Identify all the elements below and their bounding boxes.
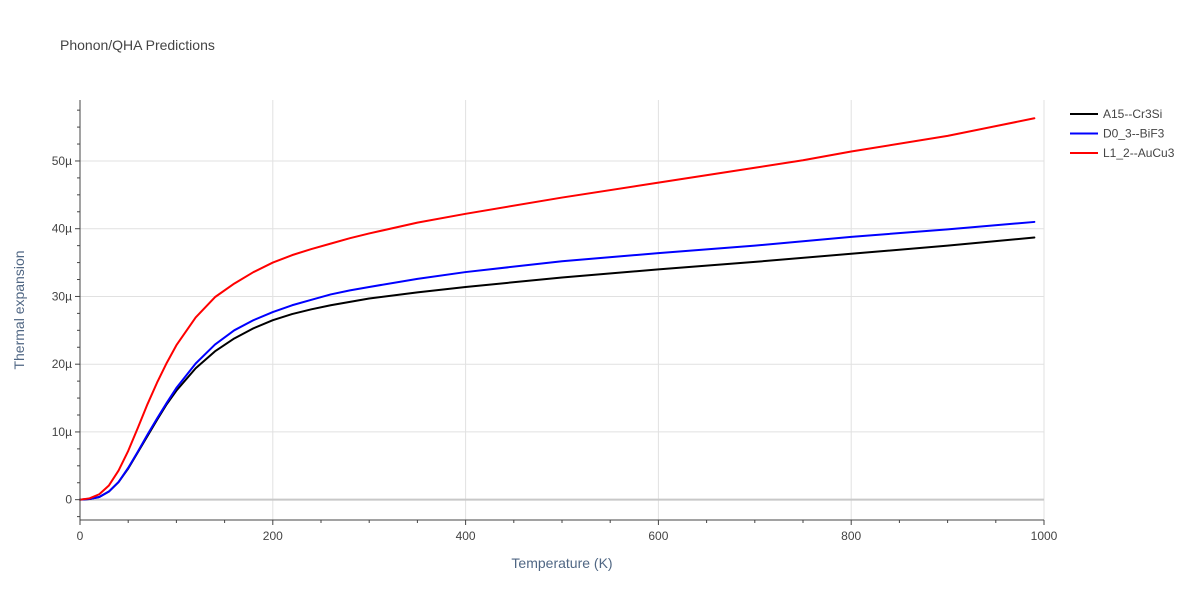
x-tick-label: 600 [648, 529, 668, 543]
legend-label: A15--Cr3Si [1103, 107, 1162, 121]
y-tick-label: 10µ [52, 425, 72, 439]
x-tick-label: 0 [77, 529, 84, 543]
y-axis-title: Thermal expansion [11, 250, 27, 369]
y-tick-label: 40µ [52, 222, 72, 236]
legend-item[interactable]: A15--Cr3Si [1070, 107, 1162, 121]
y-tick-label: 30µ [52, 289, 72, 303]
legend: A15--Cr3Si D0_3--BiF3 L1_2--AuCu3 [1070, 107, 1175, 160]
series-line-3 [79, 117, 1036, 501]
legend-item[interactable]: D0_3--BiF3 [1070, 127, 1165, 141]
y-tick-label: 20µ [52, 357, 72, 371]
x-tick-label: 800 [841, 529, 861, 543]
axes [75, 100, 1045, 525]
x-axis-title: Temperature (K) [511, 555, 612, 571]
y-tick-label: 0 [65, 493, 72, 507]
x-tick-label: 200 [263, 529, 283, 543]
series-line-2 [79, 220, 1036, 501]
series-lines [79, 117, 1036, 501]
y-tick-label: 50µ [52, 154, 72, 168]
chart-title: Phonon/QHA Predictions [60, 37, 215, 53]
legend-label: D0_3--BiF3 [1103, 127, 1165, 141]
legend-item[interactable]: L1_2--AuCu3 [1070, 146, 1175, 160]
legend-label: L1_2--AuCu3 [1103, 146, 1175, 160]
grid [80, 100, 1045, 520]
tick-labels: 0 200 400 600 800 1000 0 10µ 20µ 30µ 40µ 50µ [52, 154, 1058, 543]
x-tick-label: 400 [456, 529, 476, 543]
x-tick-label: 1000 [1031, 529, 1058, 543]
